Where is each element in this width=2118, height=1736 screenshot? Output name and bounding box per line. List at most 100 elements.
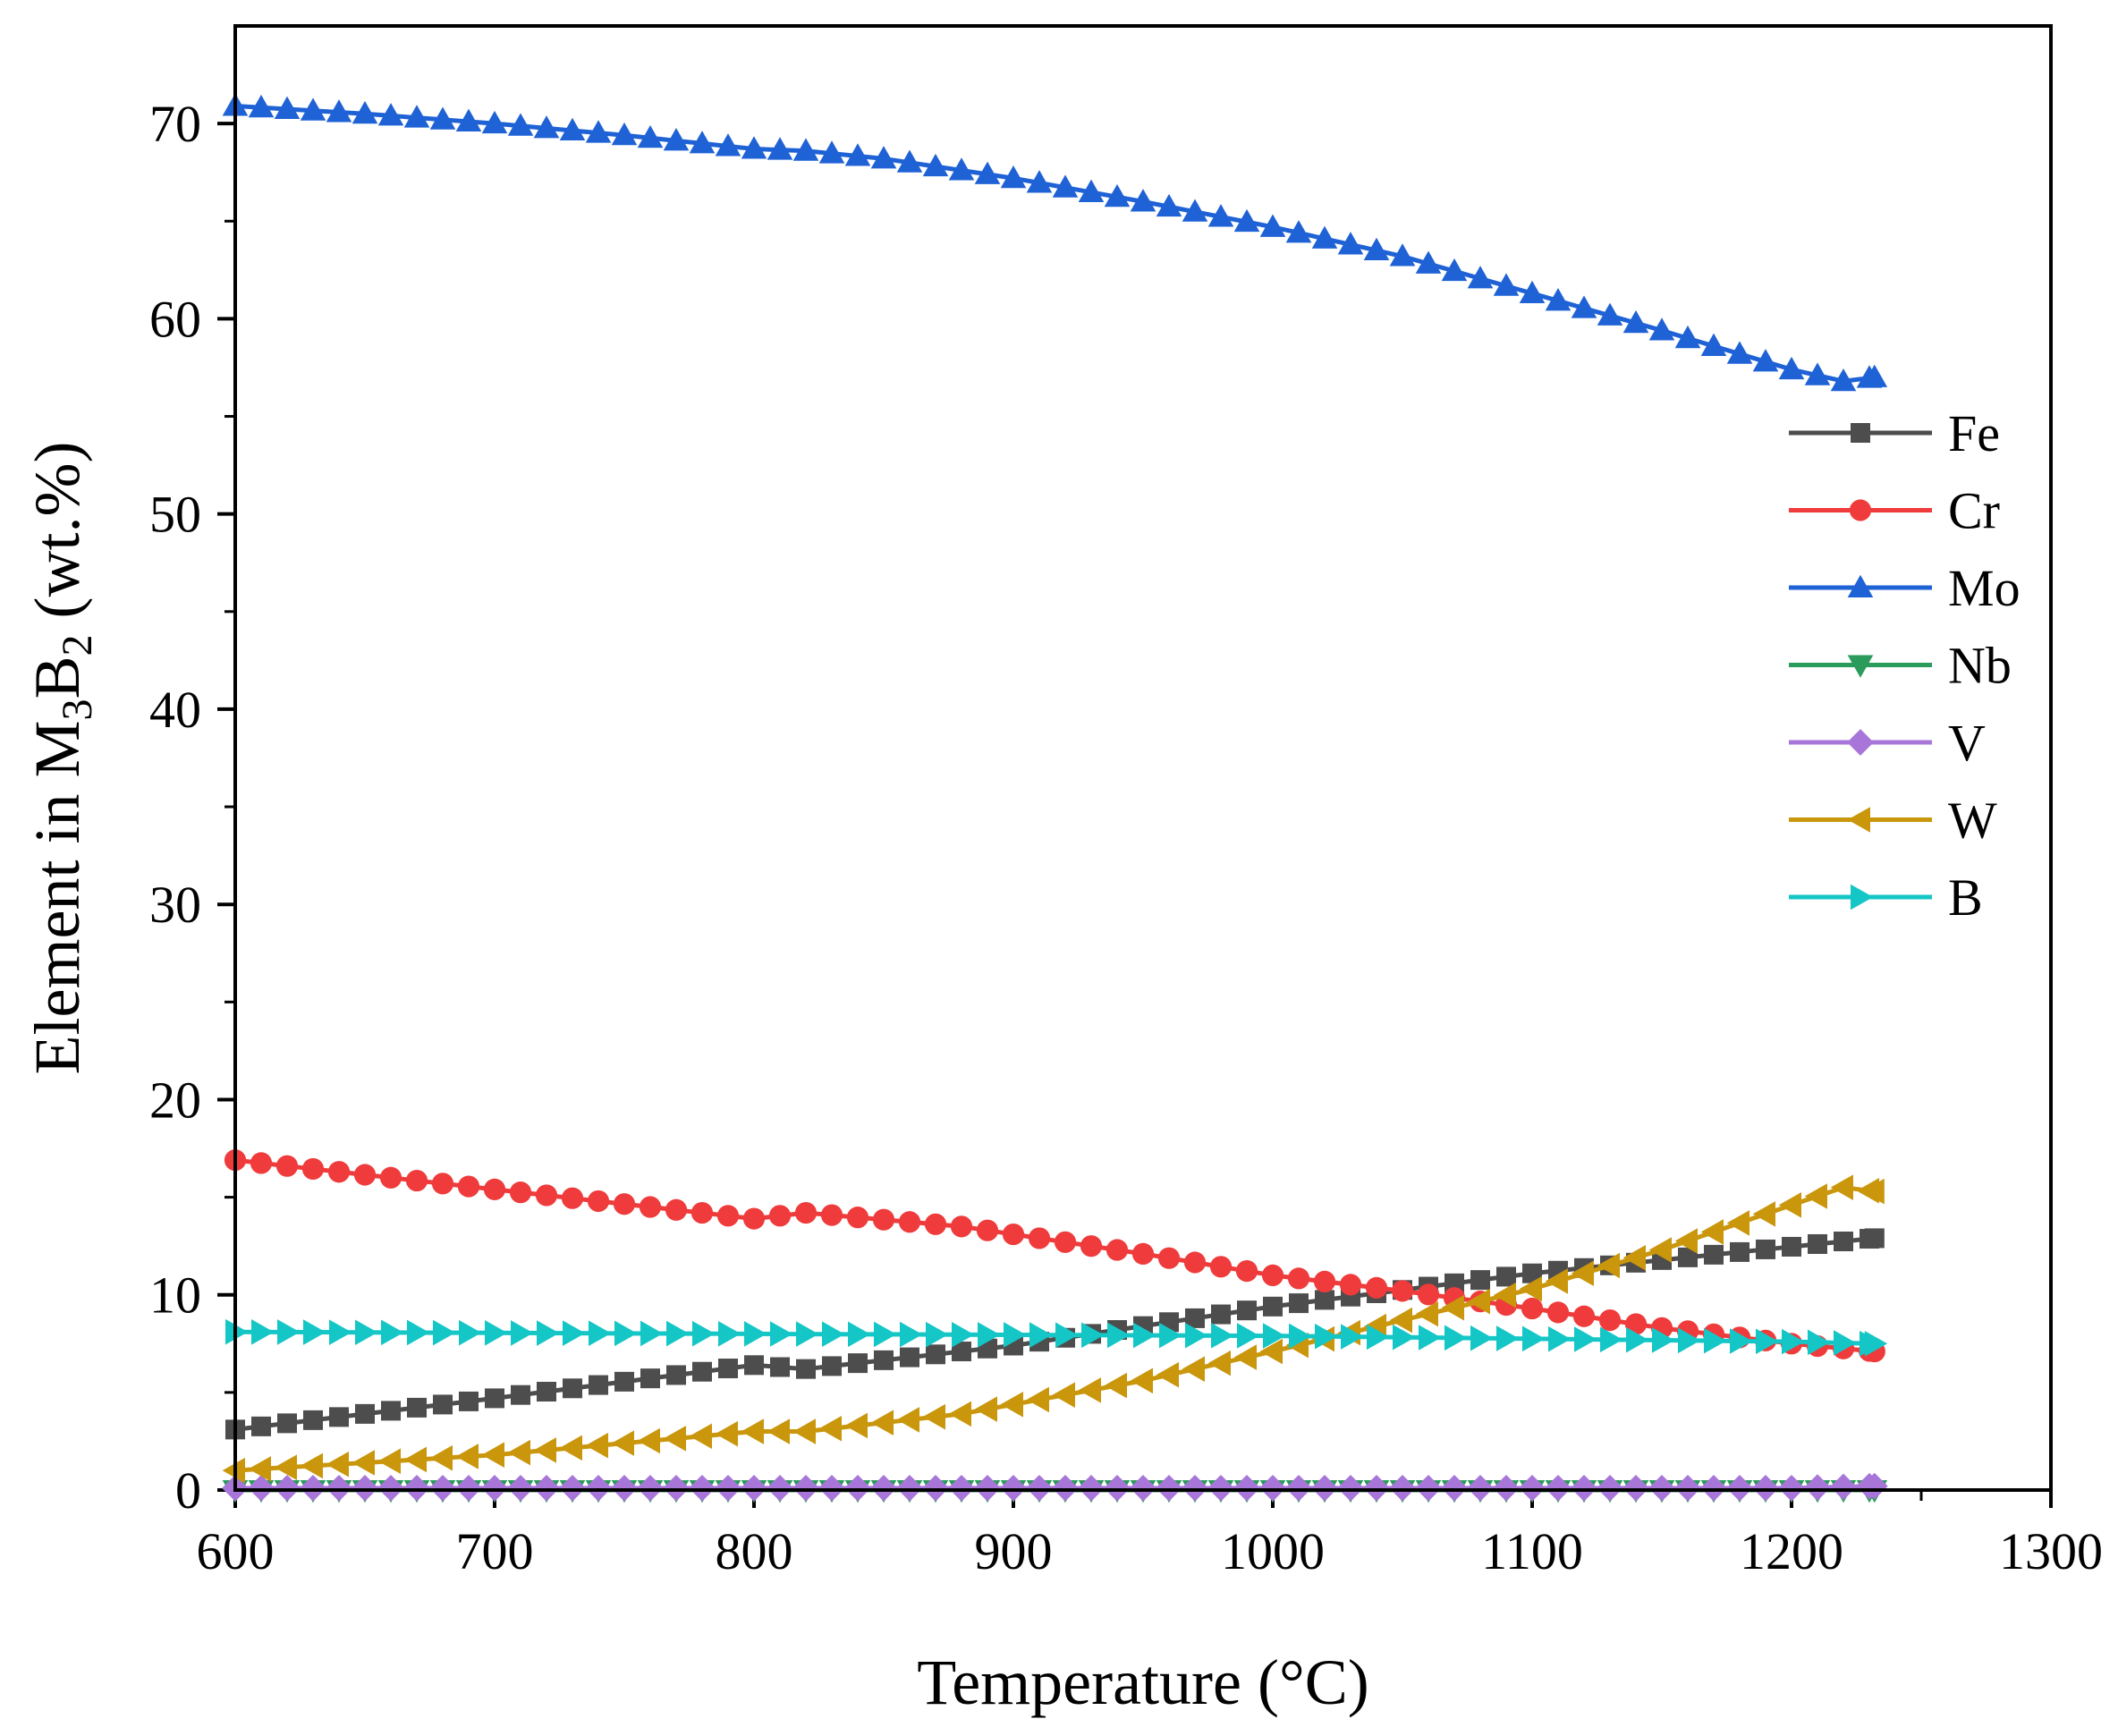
series-mo-point xyxy=(1078,179,1105,202)
series-v-point xyxy=(1700,1474,1727,1502)
axis-ticks xyxy=(217,122,2053,1508)
series-w-point xyxy=(948,1401,971,1427)
series-b-point xyxy=(1704,1327,1727,1354)
series-b-point xyxy=(1600,1326,1623,1353)
series-v-point xyxy=(403,1474,430,1502)
series-w-point xyxy=(274,1454,297,1480)
series-b-point xyxy=(381,1319,404,1346)
series-mo-point xyxy=(1752,349,1779,372)
series-cr-point xyxy=(1313,1270,1336,1292)
legend-swatch-marker xyxy=(1847,807,1870,833)
series-mo-point xyxy=(559,117,586,140)
x-axis-title: Temperature (°C) xyxy=(917,1647,1369,1718)
series-v-point xyxy=(507,1474,534,1502)
y-axis-title-sub2: 2 xyxy=(54,634,101,656)
legend-item-b: B xyxy=(1789,868,1983,927)
series-cr-point xyxy=(639,1196,662,1218)
series-w-point xyxy=(1207,1350,1231,1376)
series-cr-point xyxy=(1521,1297,1544,1320)
x-tick-label: 1200 xyxy=(1740,1522,1843,1580)
series-mo-point xyxy=(403,105,430,128)
series-b-point xyxy=(1574,1326,1597,1352)
series-w-point xyxy=(1026,1386,1049,1413)
series-v-point xyxy=(1078,1474,1105,1502)
series-b-point xyxy=(459,1319,482,1346)
series-fe-point xyxy=(1756,1239,1775,1259)
series-mo-point xyxy=(507,113,534,136)
series-cr-point xyxy=(1261,1264,1284,1287)
series-mo-line xyxy=(234,103,1876,384)
series-fe-point xyxy=(614,1371,634,1392)
series-cr-point xyxy=(846,1207,869,1229)
series-mo-point xyxy=(1130,189,1156,212)
series-w-point xyxy=(792,1418,816,1444)
y-axis-title: Element in M3B2 (wt.%) xyxy=(21,442,101,1075)
series-b-point xyxy=(1263,1323,1286,1349)
series-cr-point xyxy=(1287,1267,1310,1290)
legend-item-cr: Cr xyxy=(1789,482,2000,540)
series-fe-point xyxy=(485,1388,504,1409)
series-b-point xyxy=(796,1321,819,1347)
series-cr-point xyxy=(613,1193,636,1215)
series-fe-point xyxy=(1315,1290,1334,1310)
series-cr-point xyxy=(665,1198,688,1221)
series-w-point xyxy=(1861,1178,1885,1205)
y-axis-title-suffix: (wt.%) xyxy=(21,442,93,635)
series-v-point xyxy=(948,1474,975,1502)
series-v-point xyxy=(1493,1474,1520,1502)
series-cr-point xyxy=(1002,1223,1025,1246)
series-b-point xyxy=(822,1321,845,1348)
series-mo-point xyxy=(663,128,690,151)
series-b-point xyxy=(874,1321,897,1348)
series-w-point xyxy=(429,1444,453,1471)
series-v-point xyxy=(870,1474,897,1502)
series-w-point xyxy=(455,1444,479,1469)
plot-frame xyxy=(233,24,2053,1492)
series-v-point xyxy=(1674,1474,1701,1502)
series-mo-point xyxy=(1285,220,1312,243)
series-mo-point xyxy=(1363,237,1390,261)
series-mo-point xyxy=(1726,341,1753,364)
series-fe-point xyxy=(1704,1244,1724,1265)
series-b-point xyxy=(1367,1324,1390,1351)
series-mo-point xyxy=(922,153,949,177)
series-cr-point xyxy=(1080,1235,1103,1258)
series-fe-point xyxy=(796,1359,816,1379)
series-b-point xyxy=(1004,1322,1027,1348)
series-cr-point xyxy=(872,1208,895,1231)
series-b-point xyxy=(537,1320,560,1346)
series-fe-point xyxy=(1678,1247,1698,1267)
series-mo-point xyxy=(1830,368,1857,392)
series-b-point xyxy=(589,1320,612,1347)
series-fe-point xyxy=(1782,1236,1801,1257)
series-mo-point xyxy=(1648,318,1675,341)
series-b-point xyxy=(355,1319,378,1346)
y-tick-label: 30 xyxy=(149,876,201,934)
series-b-point xyxy=(1419,1325,1442,1351)
series-b-point xyxy=(614,1320,638,1347)
series-mo-point xyxy=(818,140,845,164)
series-w-point xyxy=(767,1418,790,1444)
series-fe-point xyxy=(537,1381,556,1402)
series-cr-point xyxy=(768,1205,792,1227)
series-cr-point xyxy=(483,1178,506,1200)
y-axis-title-prefix: Element in M xyxy=(21,721,93,1075)
legend-item-w: W xyxy=(1789,792,1997,850)
series-b-point xyxy=(1107,1322,1131,1349)
series-fe-point xyxy=(1211,1304,1231,1325)
series-v-point xyxy=(481,1474,508,1502)
series-mo-point xyxy=(533,115,560,139)
series-v-point xyxy=(974,1474,1001,1502)
series-fe-point xyxy=(1444,1273,1464,1293)
series-w-point xyxy=(1519,1275,1542,1302)
series-fe-point xyxy=(952,1342,971,1362)
series-v-point xyxy=(1726,1474,1753,1502)
series-b-point xyxy=(692,1320,716,1347)
series-b-point xyxy=(1548,1325,1572,1352)
series-cr-point xyxy=(1417,1283,1440,1306)
series-mo-point xyxy=(1571,295,1597,318)
series-cr-point xyxy=(716,1205,740,1227)
series-w-point xyxy=(1259,1338,1283,1365)
series-v-point xyxy=(1130,1474,1156,1502)
